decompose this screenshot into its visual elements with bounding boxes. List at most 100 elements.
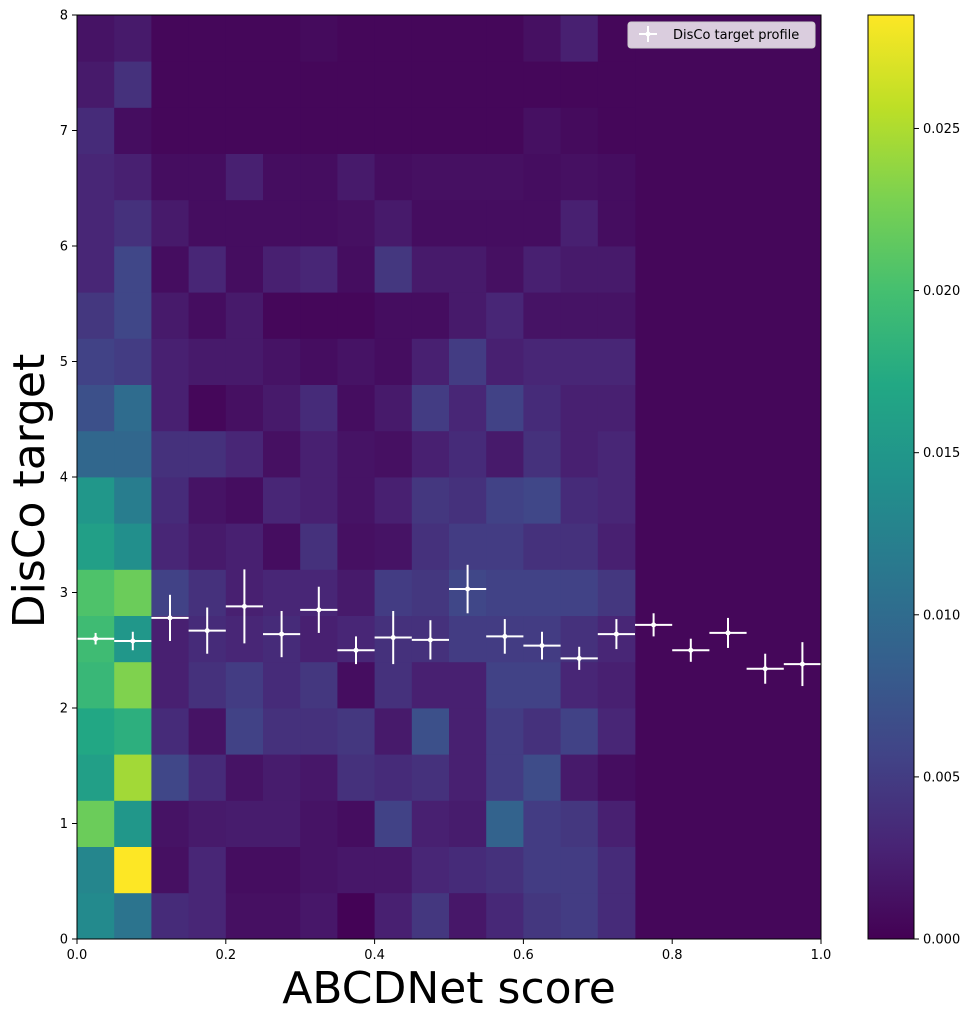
heatmap-cell xyxy=(263,384,301,432)
heatmap-cell xyxy=(188,754,227,801)
heatmap-cell xyxy=(337,61,375,108)
heatmap-cell xyxy=(411,754,450,801)
heatmap-cell xyxy=(77,384,115,432)
heatmap-cell xyxy=(337,477,375,524)
heatmap-cell xyxy=(597,430,636,478)
heatmap-cell xyxy=(523,661,561,709)
heatmap-cell xyxy=(77,199,115,247)
heatmap-cell xyxy=(560,199,599,247)
heatmap-cell xyxy=(449,477,487,524)
heatmap-cell xyxy=(337,800,375,847)
heatmap-cell xyxy=(225,61,264,108)
heatmap-cell xyxy=(560,61,599,108)
heatmap-cell xyxy=(411,153,450,201)
heatmap-cell xyxy=(151,384,189,432)
heatmap-cell xyxy=(523,15,561,62)
heatmap-cell xyxy=(77,246,115,293)
profile-point xyxy=(449,564,487,614)
heatmap-cell xyxy=(411,292,450,339)
x-tick-label: 0.8 xyxy=(662,948,683,963)
heatmap-cell xyxy=(411,15,450,62)
heatmap-cell xyxy=(114,107,152,154)
heatmap-cell xyxy=(560,430,599,478)
x-tick-label: 0.6 xyxy=(513,948,534,963)
heatmap-cell xyxy=(374,199,413,247)
heatmap-cell xyxy=(337,846,375,894)
heatmap-cell xyxy=(225,107,264,154)
profile-marker xyxy=(427,637,433,643)
legend: DisCo target profile xyxy=(627,21,816,49)
heatmap-cell xyxy=(77,892,115,940)
heatmap-cell xyxy=(597,846,636,894)
heatmap-cell xyxy=(77,846,115,894)
heatmap-cell xyxy=(263,569,301,616)
heatmap-cell xyxy=(560,107,599,154)
heatmap-cell xyxy=(263,708,301,755)
y-tick-label: 4 xyxy=(60,471,68,486)
heatmap-cell xyxy=(151,800,189,847)
heatmap-cell xyxy=(449,800,487,847)
heatmap-cell xyxy=(523,292,561,339)
heatmap-cell xyxy=(263,107,301,154)
profile-errorbars xyxy=(77,564,821,687)
heatmap-cell xyxy=(597,107,636,154)
heatmap-cell xyxy=(523,754,561,801)
heatmap-cell xyxy=(300,708,338,755)
heatmap-cell xyxy=(77,107,115,154)
profile-marker xyxy=(539,643,545,649)
heatmap-cell xyxy=(374,430,413,478)
heatmap-cell xyxy=(337,292,375,339)
heatmap-cell xyxy=(114,523,152,570)
profile-marker xyxy=(130,638,136,644)
heatmap-cell xyxy=(151,430,189,478)
heatmap-cell xyxy=(263,199,301,247)
heatmap-cell xyxy=(263,153,301,201)
colorbar-ticks: 0.000 0.005 0.010 0.015 0.020 0.025 xyxy=(914,122,960,948)
heatmap-cell xyxy=(114,754,152,801)
heatmap-cell xyxy=(77,477,115,524)
heatmap-cell xyxy=(560,246,599,293)
heatmap-cell xyxy=(597,153,636,201)
heatmap-cell xyxy=(225,338,264,385)
heatmap-cell xyxy=(225,246,264,293)
heatmap-cell xyxy=(151,661,189,709)
heatmap-cell xyxy=(337,384,375,432)
heatmap-cell xyxy=(411,107,450,154)
heatmap-cell xyxy=(225,430,264,478)
heatmap-cell xyxy=(449,246,487,293)
heatmap-cell xyxy=(225,384,264,432)
heatmap-cell xyxy=(337,892,375,940)
profile-point xyxy=(709,617,747,648)
heatmap-cell xyxy=(77,338,115,385)
heatmap-cell xyxy=(560,800,599,847)
heatmap-cell xyxy=(486,523,524,570)
profile-point xyxy=(523,631,561,660)
heatmap-cell xyxy=(151,523,189,570)
profile-marker xyxy=(465,586,471,592)
profile-point xyxy=(151,594,189,642)
heatmap-cell xyxy=(560,569,599,616)
heatmap-cell xyxy=(263,15,301,62)
heatmap-cell xyxy=(114,384,152,432)
heatmap-cell xyxy=(486,338,524,385)
heatmap-cell xyxy=(300,15,338,62)
heatmap-cell xyxy=(374,661,413,709)
heatmap-cell xyxy=(77,430,115,478)
heatmap-cell xyxy=(263,754,301,801)
heatmap-cell xyxy=(597,384,636,432)
heatmap-cell xyxy=(114,246,152,293)
heatmap-cell xyxy=(523,246,561,293)
heatmap-cell xyxy=(263,661,301,709)
heatmap-cell xyxy=(225,754,264,801)
heatmap-cell xyxy=(337,15,375,62)
heatmap-cell xyxy=(77,800,115,847)
heatmap-cell xyxy=(523,61,561,108)
heatmap-cell xyxy=(151,292,189,339)
heatmap-cell xyxy=(597,661,636,709)
heatmap-cell xyxy=(300,199,338,247)
heatmap-cell xyxy=(151,708,189,755)
heatmap-cell xyxy=(486,292,524,339)
heatmap-cell xyxy=(523,384,561,432)
heatmap-cell xyxy=(225,892,264,940)
heatmap-cell xyxy=(300,384,338,432)
